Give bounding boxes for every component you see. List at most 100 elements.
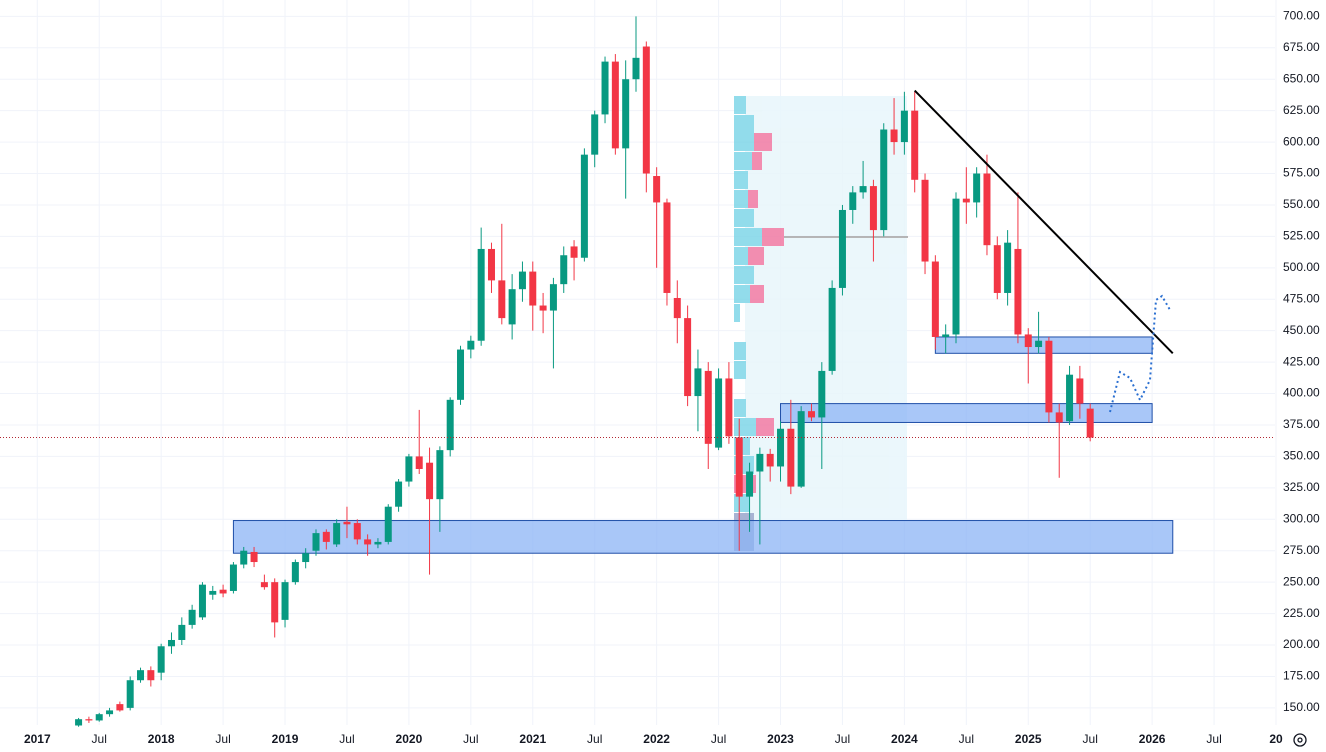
y-tick-label: 700.00: [1283, 9, 1320, 23]
profile-bar: [734, 247, 748, 265]
candle-body: [549, 284, 557, 311]
candle-body: [518, 271, 526, 290]
x-tick-label: Jul: [835, 732, 850, 746]
y-tick-label: 450.00: [1283, 323, 1320, 337]
candle-body: [312, 533, 320, 551]
candle-body: [797, 411, 805, 487]
candle-body: [611, 61, 619, 149]
settings-icon[interactable]: [1293, 733, 1307, 747]
candle-body: [384, 506, 392, 542]
candle-body: [746, 471, 754, 497]
candle-body: [642, 46, 650, 174]
candle-body: [240, 550, 248, 565]
candle-body: [1055, 412, 1063, 423]
y-tick-label: 425.00: [1283, 354, 1320, 368]
y-tick-label: 375.00: [1283, 417, 1320, 431]
candle-body: [1035, 340, 1043, 348]
y-tick-label: 600.00: [1283, 134, 1320, 148]
settings-icon-center: [1297, 737, 1303, 743]
candle-body: [653, 176, 661, 203]
y-tick-label: 650.00: [1283, 71, 1320, 85]
y-tick-label: 200.00: [1283, 637, 1320, 651]
candle-body: [487, 248, 495, 281]
profile-bar: [756, 418, 774, 436]
candle-body: [673, 297, 681, 319]
grid: [0, 0, 1277, 725]
profile-bar: [748, 190, 758, 208]
candle-body: [198, 584, 206, 618]
x-tick-label: 2024: [891, 732, 918, 746]
y-tick-label: 175.00: [1283, 669, 1320, 683]
candle-body: [281, 582, 289, 620]
candle-body: [787, 428, 795, 487]
candle-body: [601, 61, 609, 115]
x-tick-label: 2021: [519, 732, 546, 746]
candle-body: [807, 411, 815, 418]
candle-body: [818, 370, 826, 418]
y-tick-label: 675.00: [1283, 40, 1320, 54]
profile-bar: [734, 228, 762, 246]
candle-body: [766, 453, 774, 467]
candle-body: [147, 670, 155, 681]
candle-body: [291, 562, 299, 583]
x-tick-label: Jul: [1083, 732, 1098, 746]
candle-body: [725, 378, 733, 437]
x-tick-label: Jul: [587, 732, 602, 746]
candle-body: [219, 589, 227, 594]
profile-bar: [734, 418, 756, 436]
profile-bar: [734, 190, 748, 208]
y-tick-label: 350.00: [1283, 449, 1320, 463]
y-tick-label: 575.00: [1283, 166, 1320, 180]
candle-body: [322, 531, 330, 542]
candle-body: [570, 246, 578, 258]
candle-body: [209, 590, 217, 595]
candle-body: [302, 553, 310, 563]
overlay: [0, 89, 1275, 439]
candle-body: [1024, 334, 1032, 348]
candle-body: [477, 248, 485, 341]
y-tick-label: 475.00: [1283, 291, 1320, 305]
candle-body: [756, 453, 764, 472]
candle-body: [95, 714, 103, 721]
x-tick-label: Jul: [463, 732, 478, 746]
candle-body: [1076, 378, 1084, 404]
candle-body: [704, 370, 712, 444]
candle-body: [983, 173, 991, 246]
profile-bar: [734, 209, 754, 227]
candle-body: [353, 523, 361, 540]
profile-range: [745, 96, 907, 521]
profile-bar: [734, 152, 752, 170]
y-tick-label: 625.00: [1283, 103, 1320, 117]
candle-body: [973, 173, 981, 203]
candle-body: [777, 428, 785, 467]
x-tick-label: 2019: [272, 732, 299, 746]
zone: [934, 336, 1153, 354]
candle-body: [446, 399, 454, 451]
candle-body: [962, 198, 970, 203]
x-tick-label: Jul: [959, 732, 974, 746]
candle-body: [911, 110, 919, 180]
profile-bar: [750, 285, 764, 303]
candle-body: [952, 198, 960, 335]
candle-body: [869, 186, 877, 231]
candle-body: [250, 551, 258, 563]
candle-body: [735, 437, 743, 497]
candle-body: [508, 289, 516, 325]
x-tick-label: 2023: [767, 732, 794, 746]
candle-body: [343, 521, 351, 525]
candle-body: [529, 271, 537, 306]
profile-bar: [754, 133, 772, 151]
candle-body: [436, 450, 444, 500]
y-tick-label: 400.00: [1283, 386, 1320, 400]
profile-bar: [734, 342, 746, 360]
axes: 150.00 175.00 200.00 225.00 250.00 275.00 300.…: [24, 9, 1320, 747]
x-tick-label: Jul: [711, 732, 726, 746]
y-tick-label: 150.00: [1283, 700, 1320, 714]
profile-bar: [734, 171, 748, 189]
candle-body: [880, 129, 888, 231]
candle-body: [85, 719, 93, 721]
candle-body: [374, 541, 382, 545]
candle-body: [167, 639, 175, 647]
x-tick-label: 20: [1269, 732, 1283, 746]
candle-body: [271, 582, 279, 623]
